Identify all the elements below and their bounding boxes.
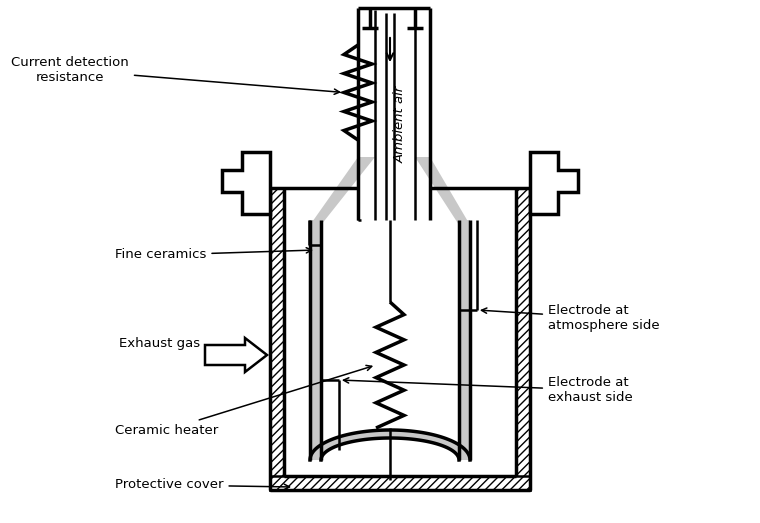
- Bar: [310, 220, 321, 460]
- Text: Fine ceramics: Fine ceramics: [115, 248, 312, 262]
- Polygon shape: [310, 157, 375, 225]
- Polygon shape: [530, 152, 578, 214]
- Text: Exhaust gas: Exhaust gas: [119, 337, 200, 350]
- Bar: [284, 188, 516, 476]
- Bar: [516, 188, 530, 490]
- Polygon shape: [310, 430, 470, 460]
- Text: Ceramic heater: Ceramic heater: [115, 366, 372, 437]
- Text: Protective cover: Protective cover: [115, 479, 290, 492]
- Bar: [270, 188, 284, 490]
- Bar: [459, 220, 470, 460]
- Bar: [270, 476, 530, 490]
- Text: Ambient air: Ambient air: [394, 85, 407, 163]
- Text: Current detection
resistance: Current detection resistance: [11, 56, 340, 94]
- Polygon shape: [222, 152, 270, 214]
- Polygon shape: [415, 157, 470, 225]
- Text: Electrode at
atmosphere side: Electrode at atmosphere side: [482, 304, 660, 332]
- Text: Electrode at
exhaust side: Electrode at exhaust side: [344, 376, 633, 404]
- FancyArrow shape: [205, 338, 267, 372]
